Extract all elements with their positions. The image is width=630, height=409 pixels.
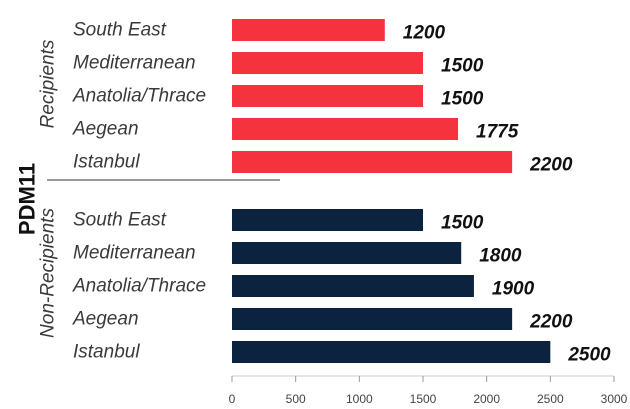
data-label: 1500 <box>441 213 484 234</box>
x-tick-label: 0 <box>229 392 236 406</box>
group-label: Non-Recipients <box>38 208 59 338</box>
main-axis-label: PDM11 <box>15 163 40 235</box>
x-axis: 0 500 1000 1500 2000 2500 3000 <box>229 375 628 406</box>
data-label: 1500 <box>441 56 484 77</box>
bar <box>232 242 462 264</box>
x-tick-label: 500 <box>286 392 306 406</box>
bar-group: Recipients South East 1200 Mediterranean 150… <box>38 19 573 176</box>
category-label: Mediterranean <box>73 53 196 74</box>
category-label: Istanbul <box>73 152 140 173</box>
bar-group: Non-Recipients South East 1500 Mediterranea… <box>38 208 612 366</box>
x-tick-label: 3000 <box>601 392 628 406</box>
category-label: South East <box>73 20 167 41</box>
bar <box>232 341 551 363</box>
data-label: 2200 <box>529 312 573 333</box>
bar <box>232 209 423 231</box>
bar <box>232 308 513 330</box>
category-label: Anatolia/Thrace <box>72 86 206 107</box>
category-label: Istanbul <box>73 342 140 363</box>
data-label: 1775 <box>476 122 519 143</box>
category-label: South East <box>73 210 167 231</box>
data-label: 2200 <box>529 155 573 176</box>
bar <box>232 275 474 297</box>
bar-groups: Recipients South East 1200 Mediterranean 150… <box>38 19 612 366</box>
data-label: 2500 <box>567 345 611 366</box>
category-label: Aegean <box>72 309 139 330</box>
data-label: 1900 <box>492 279 535 300</box>
bar <box>232 151 513 173</box>
data-label: 1500 <box>441 89 484 110</box>
x-tick-label: 1500 <box>410 392 437 406</box>
bar <box>232 118 459 140</box>
bar <box>232 19 385 41</box>
data-label: 1200 <box>403 23 446 44</box>
category-label: Aegean <box>72 119 139 140</box>
category-label: Mediterranean <box>73 243 196 264</box>
group-label: Recipients <box>38 39 59 128</box>
bar <box>232 52 423 74</box>
bar <box>232 85 423 107</box>
data-label: 1800 <box>479 246 522 267</box>
x-tick-label: 1000 <box>346 392 373 406</box>
category-label: Anatolia/Thrace <box>72 276 206 297</box>
x-tick-label: 2000 <box>473 392 500 406</box>
x-tick-label: 2500 <box>537 392 564 406</box>
